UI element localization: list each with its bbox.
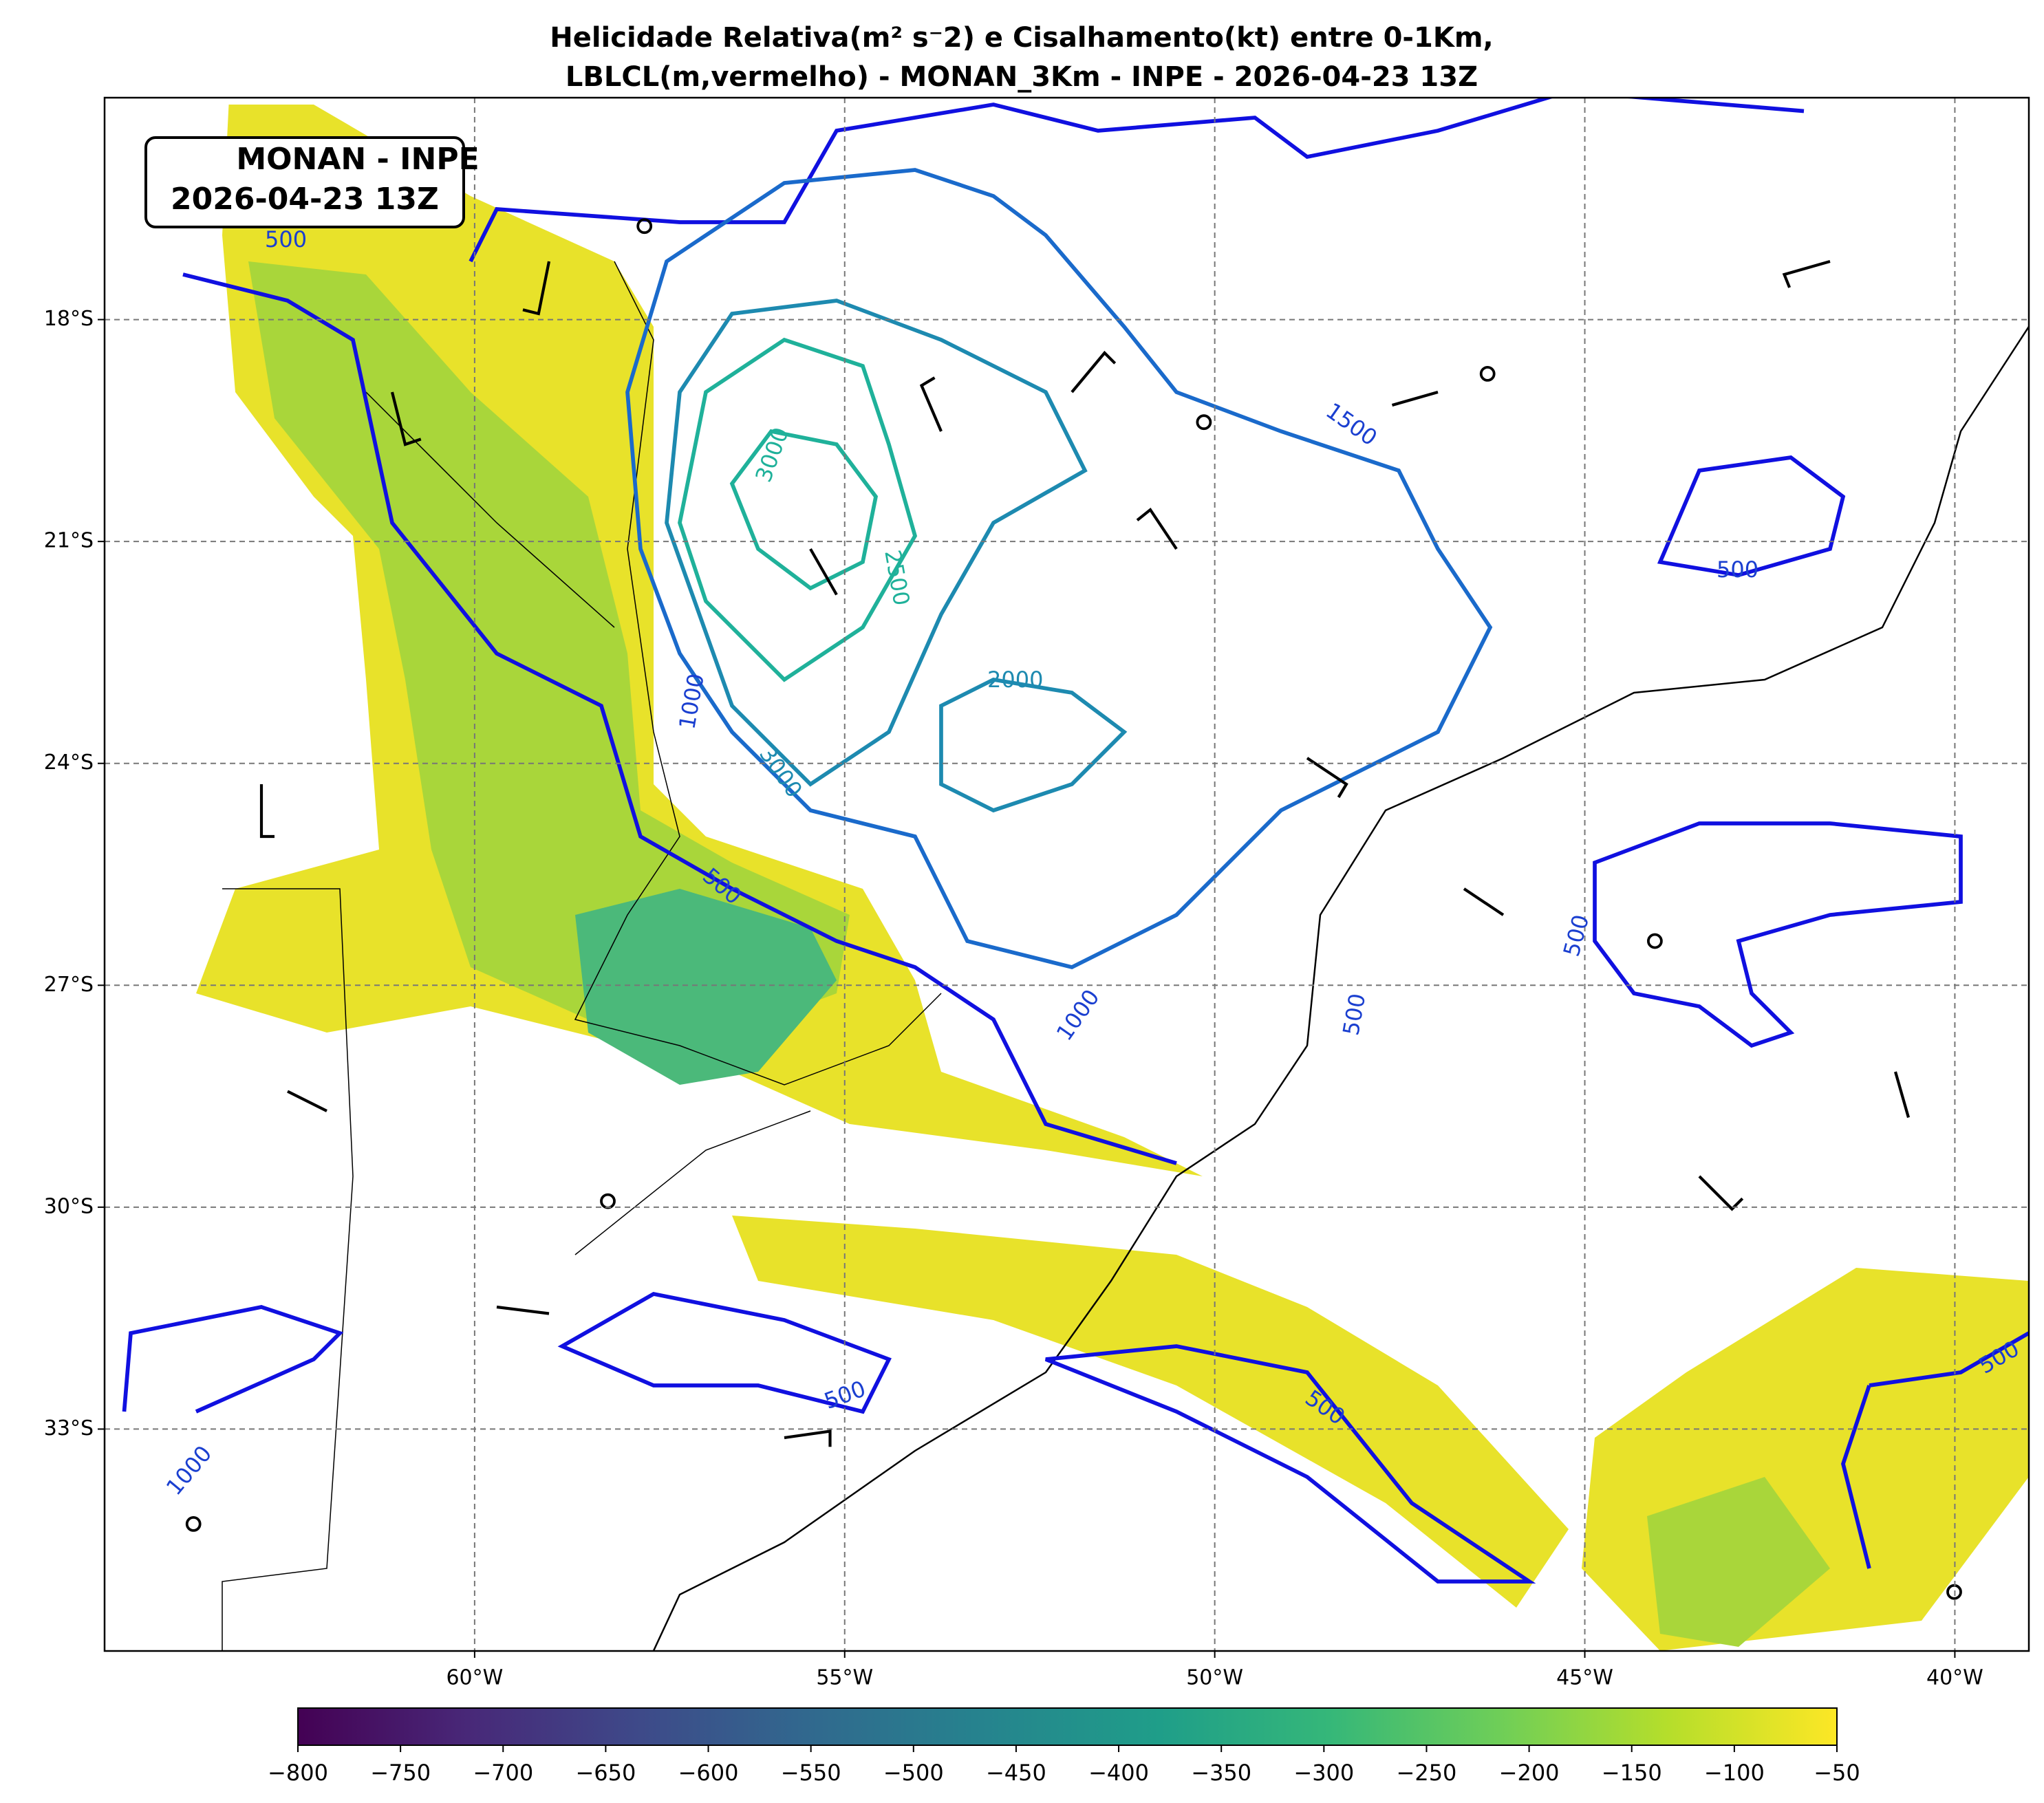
title-line: Helicidade Relativa(m² s⁻2) e Cisalhamen…	[550, 22, 1494, 54]
y-tick-label: 24°S	[44, 751, 94, 775]
title-line: LBLCL(m,vermelho) - MONAN_3Km - INPE - 2…	[566, 61, 1478, 93]
contour	[625, 168, 1493, 970]
y-tick-label: 21°S	[44, 529, 94, 553]
colorbar	[297, 1707, 1838, 1746]
colorbar-tick-label: −50	[1814, 1760, 1860, 1786]
contour	[1841, 1331, 2029, 1569]
contour	[1593, 821, 1963, 1048]
calm-marker	[636, 218, 653, 235]
contour-label: 3000	[750, 424, 794, 486]
contour-label: 1000	[1051, 984, 1105, 1046]
colorbar-tick-label: −800	[268, 1760, 328, 1786]
shading	[248, 261, 850, 1033]
contour-label: 1000	[674, 671, 709, 731]
y-tick-label: 30°S	[44, 1194, 94, 1218]
y-tick-label: 18°S	[44, 307, 94, 331]
x-tick-label: 60°W	[446, 1666, 503, 1690]
colorbar-tick-label: −100	[1704, 1760, 1765, 1786]
border	[222, 261, 942, 1651]
contour-label: 500	[1337, 991, 1370, 1037]
contour	[469, 98, 1805, 263]
label-box-frame	[144, 136, 465, 228]
calm-marker	[1479, 366, 1496, 382]
wind-barb	[259, 259, 1911, 1447]
y-tick-label: 33°S	[44, 1416, 94, 1440]
contour-label: 500	[265, 226, 307, 252]
label-box: MONAN - INPE 2026-04-23 13Z	[144, 136, 480, 228]
contour	[939, 678, 1128, 813]
colorbar-tick-label: −750	[370, 1760, 431, 1786]
contour-label: 1500	[1321, 398, 1382, 451]
contour	[729, 429, 879, 591]
colorbar-tick-label: −500	[883, 1760, 944, 1786]
contour-label: 500	[1717, 557, 1758, 583]
colorbar-tick-label: −400	[1088, 1760, 1149, 1786]
calm-marker	[1647, 933, 1663, 949]
colorbar-tick-label: −250	[1397, 1760, 1457, 1786]
contour-label: 2500	[879, 548, 915, 607]
colorbar-tick-label: −300	[1293, 1760, 1354, 1786]
colorbar-tick-label: −600	[678, 1760, 739, 1786]
shading	[1647, 1477, 1831, 1647]
x-tick-label: 50°W	[1186, 1666, 1243, 1690]
colorbar-tick-label: −150	[1602, 1760, 1662, 1786]
colorbar-tick-label: −550	[781, 1760, 841, 1786]
contour	[1657, 455, 1846, 577]
colorbar-tick-label: −350	[1191, 1760, 1251, 1786]
colorbar-tick-label: −200	[1499, 1760, 1560, 1786]
colorbar-tick-label: −650	[575, 1760, 636, 1786]
y-tick-label: 27°S	[44, 973, 94, 997]
gridlines	[105, 98, 2029, 1651]
calm-marker	[185, 1516, 202, 1532]
contour-label: 2000	[987, 667, 1043, 693]
x-tick-label: 40°W	[1926, 1666, 1983, 1690]
calm-marker	[600, 1193, 616, 1209]
colorbar-tick-label: −450	[986, 1760, 1046, 1786]
map-field	[122, 98, 2029, 1651]
contour	[182, 272, 1177, 1165]
x-tick-label: 45°W	[1556, 1666, 1613, 1690]
contour	[665, 299, 1088, 787]
colorbar-tick-label: −700	[473, 1760, 533, 1786]
x-tick-label: 55°W	[816, 1666, 873, 1690]
map-frame	[103, 96, 2030, 1652]
label-box-text: MONAN - INPE	[236, 142, 479, 177]
label-box-text: 2026-04-23 13Z	[171, 182, 439, 217]
contour	[1044, 1344, 1536, 1584]
shading	[732, 1216, 1569, 1608]
contour-label: 500	[1558, 912, 1595, 960]
contour-label: 500	[821, 1375, 869, 1414]
contour	[557, 1291, 892, 1414]
coastline	[652, 326, 2029, 1651]
contour	[678, 337, 918, 682]
contour-label: 1000	[161, 1440, 217, 1500]
contour	[122, 1305, 344, 1414]
calm-marker	[1196, 414, 1212, 431]
